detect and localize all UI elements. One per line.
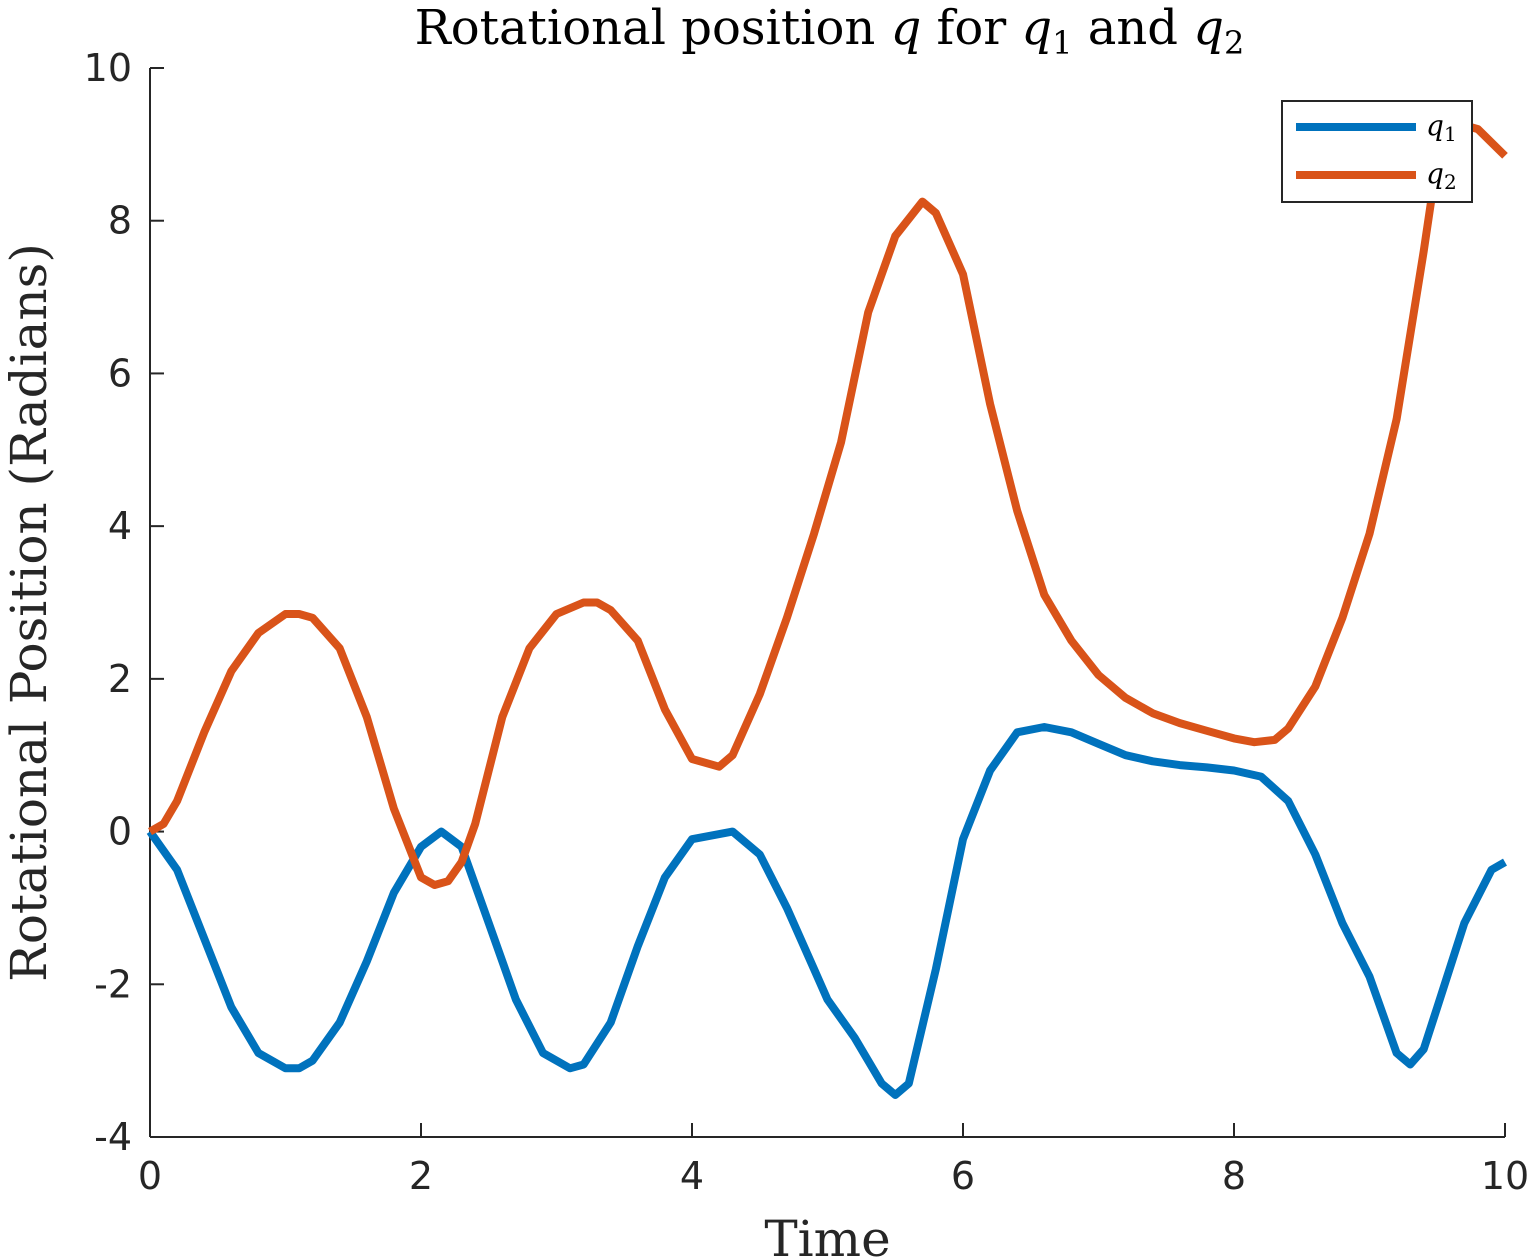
series-line-q1 (146, 723, 1507, 1099)
axes: 0 2 4 6 8 10 -4 -2 0 2 4 6 8 10 (84, 46, 1530, 1198)
x-tick-label: 6 (951, 1154, 975, 1198)
y-tick-label: 8 (108, 199, 132, 243)
x-axis-title: Time (764, 1210, 890, 1260)
y-tick-label: -4 (94, 1115, 132, 1159)
legend-label-q1: q1 (1426, 109, 1457, 146)
x-tick-label: 10 (1481, 1154, 1529, 1198)
x-tick-label: 8 (1222, 1154, 1246, 1198)
y-tick-label: 2 (108, 657, 132, 701)
y-tick-label: 6 (108, 351, 132, 395)
series-lines (146, 117, 1508, 1099)
x-tick-label: 4 (680, 1154, 704, 1198)
series-line-q2 (148, 117, 1508, 889)
x-tick-label: 0 (138, 1154, 162, 1198)
legend-box (1281, 100, 1473, 203)
y-axis-title: Rotational Position (Radians) (0, 243, 58, 982)
legend-label-q2: q2 (1426, 157, 1457, 194)
y-tick-label: -2 (94, 962, 132, 1006)
x-tick-label: 2 (409, 1154, 433, 1198)
y-tick-label: 4 (108, 504, 132, 548)
chart-title: Rotational position q for q1 and q2 (415, 0, 1245, 62)
y-tick-label: 0 (108, 810, 132, 854)
y-tick-label: 10 (84, 46, 132, 90)
